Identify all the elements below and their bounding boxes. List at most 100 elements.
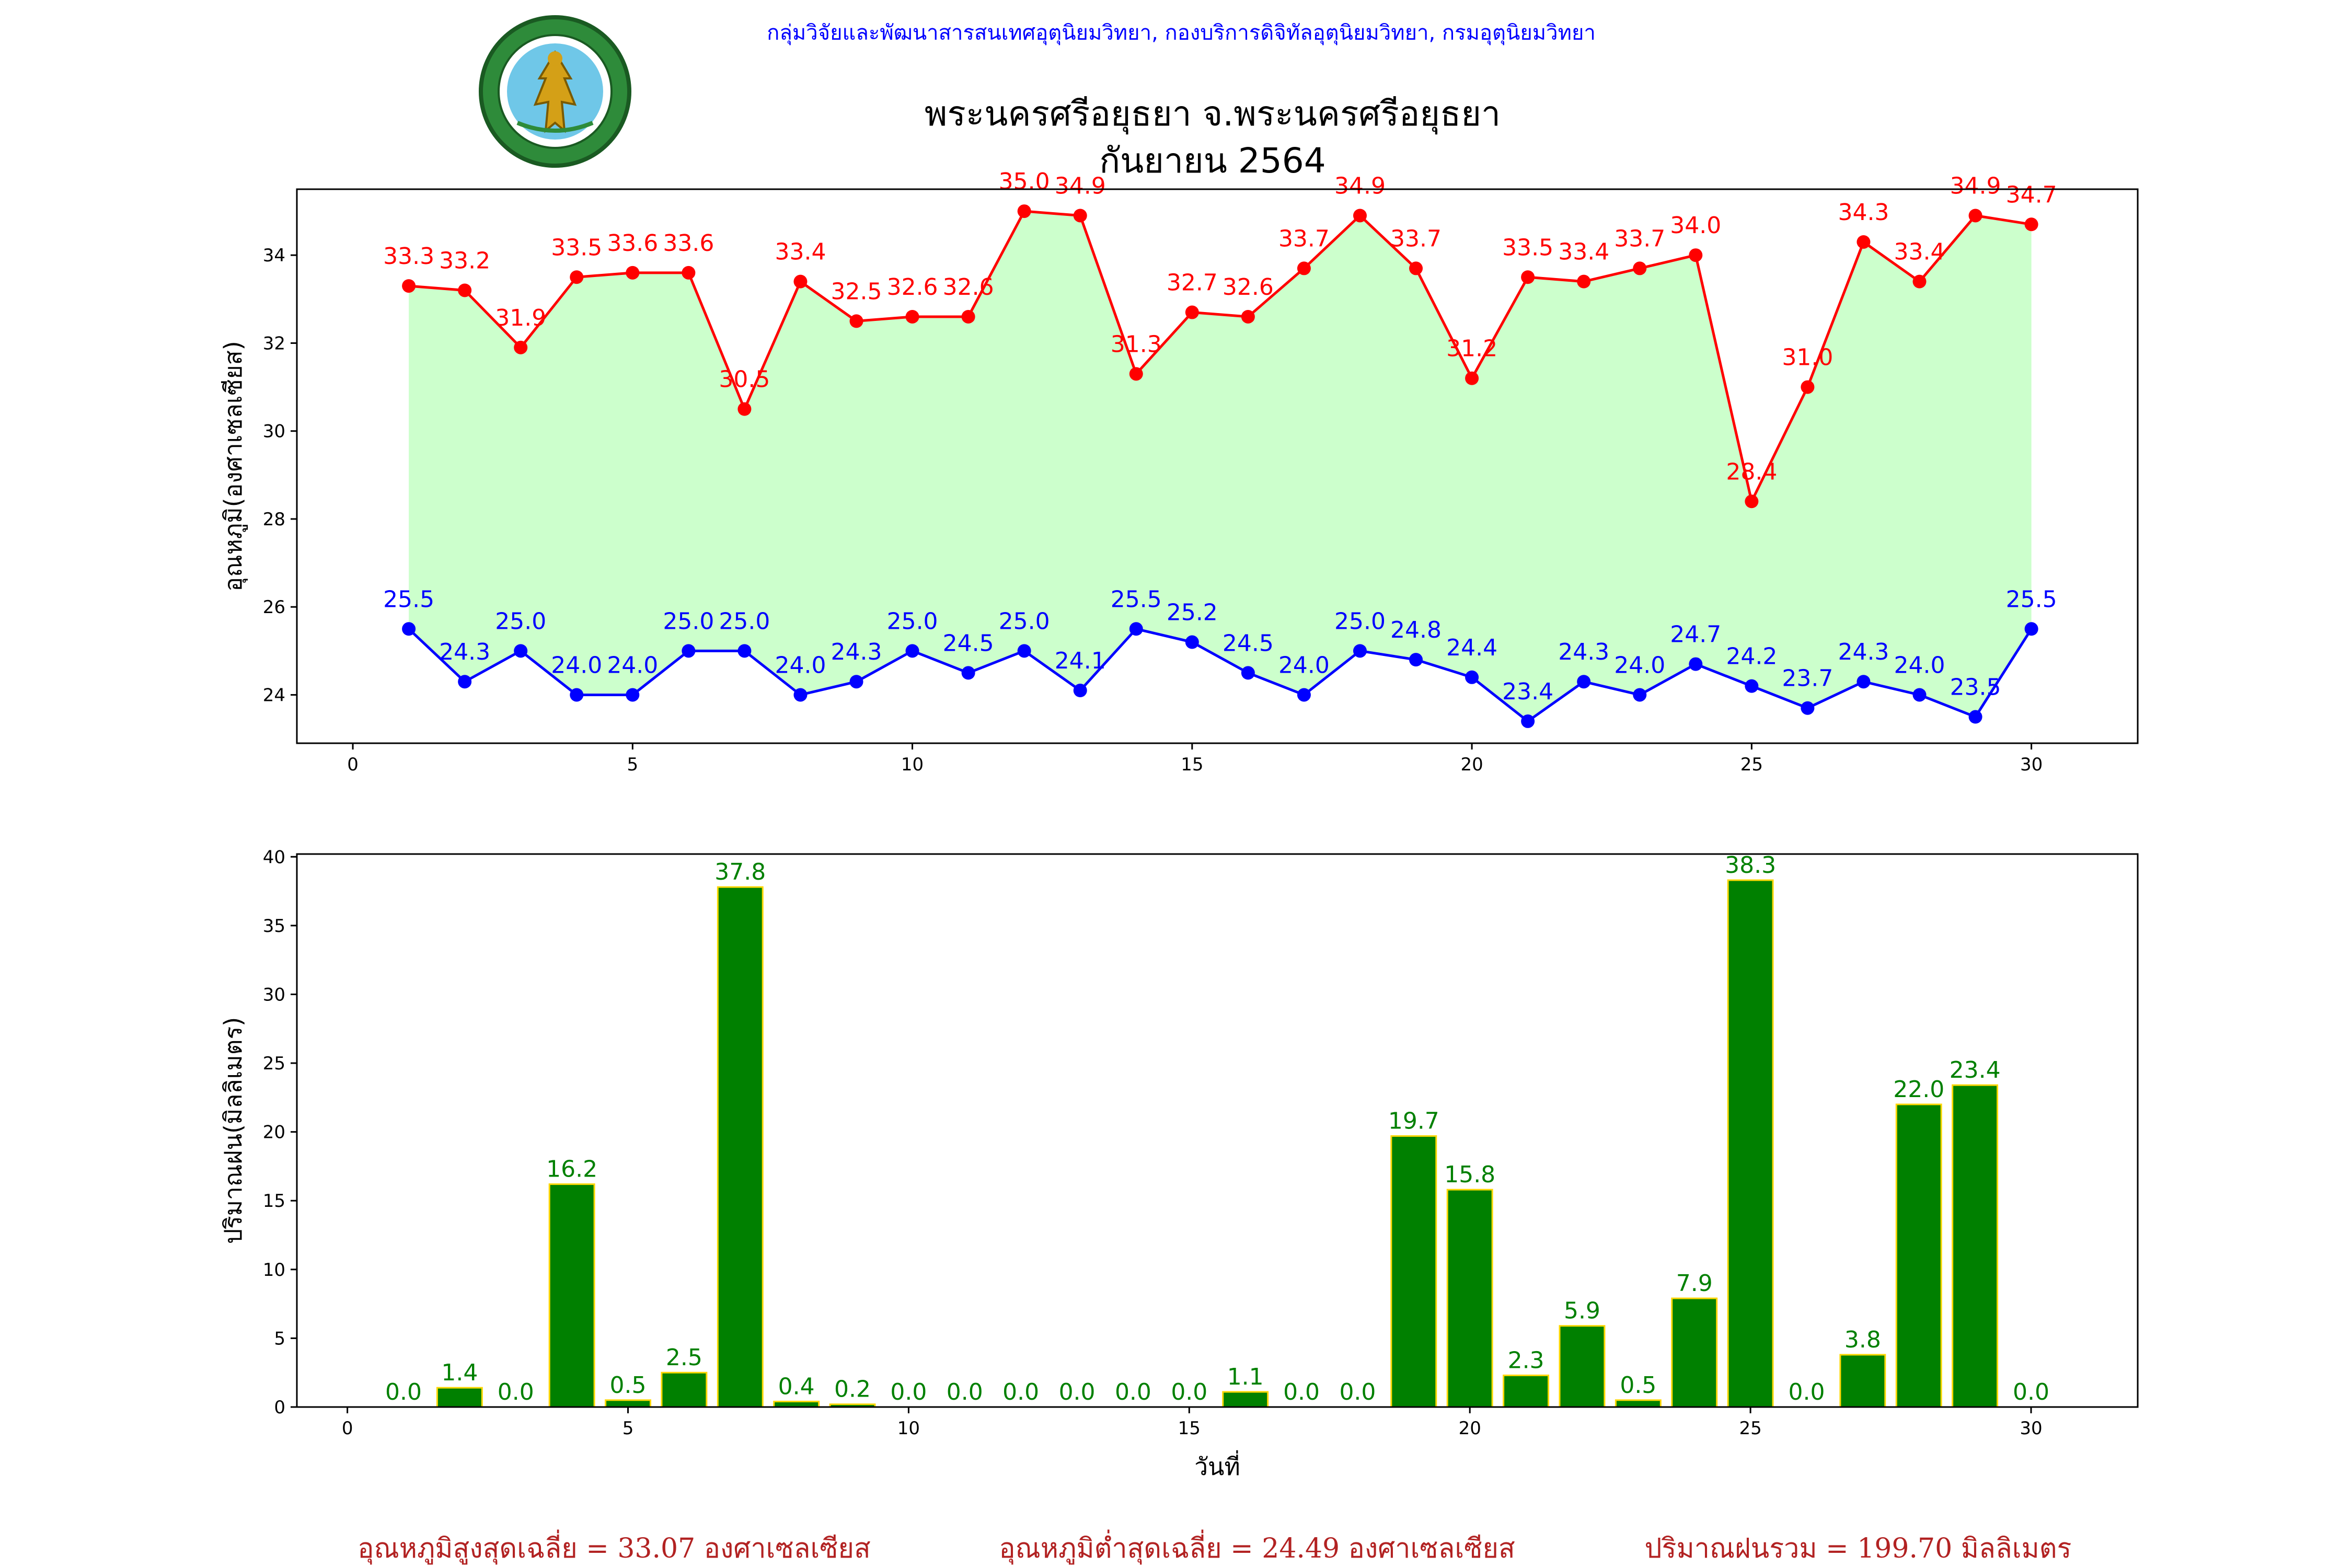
min-temperature-point <box>1633 688 1647 702</box>
max-temperature-label: 35.0 <box>999 168 1050 195</box>
rainfall-y-tick-label: 20 <box>263 1122 285 1143</box>
rainfall-y-ticks: 0 5 10 15 20 25 30 35 40 <box>263 847 297 1418</box>
min-temperature-point <box>570 688 584 702</box>
temperature-y-tick-label: 28 <box>263 509 285 530</box>
max-temperature-point <box>1409 261 1423 275</box>
rainfall-y-tick-label: 30 <box>263 984 285 1005</box>
rainfall-label: 0.2 <box>834 1376 871 1403</box>
rainfall-label: 19.7 <box>1388 1108 1439 1135</box>
rainfall-label: 5.9 <box>1564 1298 1600 1324</box>
max-temperature-label: 34.3 <box>1838 199 1889 226</box>
rainfall-x-tick-label: 10 <box>897 1418 920 1439</box>
max-temperature-label: 34.9 <box>1334 172 1386 199</box>
rainfall-label: 0.0 <box>1115 1379 1151 1405</box>
max-temperature-point <box>1073 209 1087 223</box>
max-temperature-point <box>458 283 472 297</box>
temperature-x-tick-label: 15 <box>1181 754 1203 775</box>
rainfall-label: 37.8 <box>714 859 766 885</box>
max-temperature-label: 33.3 <box>383 243 434 270</box>
min-temperature-point <box>1241 666 1255 680</box>
rainfall-label: 23.4 <box>1950 1057 2001 1083</box>
min-temperature-label: 24.3 <box>1558 639 1609 665</box>
max-temperature-label: 33.2 <box>439 247 490 274</box>
temperature-x-tick-label: 5 <box>627 754 638 775</box>
rainfall-bar <box>1671 1297 1718 1408</box>
min-temperature-point <box>514 644 528 658</box>
rainfall-x-tick-label: 30 <box>2020 1418 2042 1439</box>
rainfall-x-tick-label: 15 <box>1178 1418 1201 1439</box>
max-temperature-point <box>1353 209 1367 223</box>
min-temperature-point <box>1185 635 1199 649</box>
rainfall-y-tick-label: 40 <box>263 847 285 868</box>
max-temperature-point <box>1297 261 1311 275</box>
min-temperature-label: 24.2 <box>1726 643 1777 670</box>
rainfall-bar <box>717 886 764 1408</box>
min-temperature-label: 24.5 <box>1223 630 1274 656</box>
min-temperature-label: 25.0 <box>719 608 770 635</box>
max-temperature-point <box>682 266 696 280</box>
rainfall-y-tick-label: 0 <box>274 1397 285 1418</box>
chart-title-line1: พระนครศรีอยุธยา จ.พระนครศรีอยุธยา <box>925 94 1501 135</box>
min-temperature-point <box>1017 644 1031 658</box>
rainfall-label: 0.0 <box>1283 1379 1320 1405</box>
rainfall-label: 16.2 <box>546 1156 597 1183</box>
rainfall-y-tick-label: 10 <box>263 1260 285 1281</box>
chart-title-line2: กันยายน 2564 <box>1099 141 1326 181</box>
min-temperature-label: 23.5 <box>1950 674 2001 701</box>
rainfall-y-axis-title: ปริมาณฝน(มิลลิเมตร) <box>219 1017 247 1244</box>
min-temperature-point <box>1745 679 1759 693</box>
rainfall-bar <box>1615 1399 1662 1408</box>
min-temperature-label: 25.5 <box>1111 586 1162 613</box>
min-temperature-point <box>1297 688 1311 702</box>
rainfall-label: 38.3 <box>1725 852 1776 879</box>
min-temperature-label: 24.4 <box>1446 635 1497 661</box>
min-temperature-label: 24.0 <box>775 652 826 678</box>
max-temperature-point <box>1633 261 1647 275</box>
rainfall-label: 1.4 <box>441 1359 478 1386</box>
temperature-fill-area <box>409 211 2032 721</box>
temperature-x-tick-label: 25 <box>1740 754 1763 775</box>
min-temperature-label: 24.7 <box>1670 621 1721 648</box>
rainfall-label: 0.0 <box>1059 1379 1096 1405</box>
min-temperature-label: 24.8 <box>1390 617 1442 643</box>
min-temperature-point <box>737 644 752 658</box>
temperature-x-tick-label: 10 <box>901 754 924 775</box>
min-temperature-point <box>1073 684 1087 698</box>
rainfall-x-axis-title: วันที่ <box>1194 1450 1240 1481</box>
rainfall-label: 0.0 <box>1788 1379 1825 1405</box>
rainfall-bar <box>1446 1189 1493 1408</box>
min-temperature-label: 24.5 <box>943 630 994 656</box>
max-temperature-point <box>905 309 919 324</box>
max-temperature-point <box>1968 209 1982 223</box>
rainfall-label: 2.5 <box>666 1344 702 1371</box>
temperature-x-tick-label: 20 <box>1460 754 1483 775</box>
min-temperature-label: 25.0 <box>887 608 938 635</box>
min-temperature-point <box>1353 644 1367 658</box>
rainfall-label: 0.5 <box>610 1372 647 1399</box>
footer-total-rain: ปริมาณฝนรวม = 199.70 มิลลิเมตร <box>1645 1533 2072 1564</box>
min-temperature-point <box>905 644 919 658</box>
temperature-x-tick-label: 0 <box>347 754 359 775</box>
agency-text: กลุ่มวิจัยและพัฒนาสารสนเทศอุตุนิยมวิทยา,… <box>767 21 1596 45</box>
rainfall-label: 0.5 <box>1620 1372 1656 1399</box>
temperature-y-axis-title: อุณหภูมิ(องศาเซลเซียส) <box>219 341 248 591</box>
min-temperature-point <box>1801 701 1815 715</box>
rainfall-y-tick-label: 15 <box>263 1191 285 1212</box>
max-temperature-label: 31.9 <box>495 305 546 331</box>
temperature-y-tick-label: 30 <box>263 421 285 442</box>
rainfall-label: 0.0 <box>947 1379 983 1405</box>
max-temperature-label: 32.6 <box>1223 274 1274 301</box>
rainfall-label: 0.0 <box>1171 1379 1207 1405</box>
min-temperature-label: 25.0 <box>663 608 714 635</box>
max-temperature-label: 30.5 <box>719 366 770 393</box>
max-temperature-label: 34.9 <box>1055 172 1106 199</box>
min-temperature-label: 25.2 <box>1167 599 1218 626</box>
max-temperature-point <box>1521 270 1535 284</box>
rainfall-bar <box>1503 1374 1550 1408</box>
rainfall-plot-frame <box>296 853 2139 1408</box>
rainfall-bar <box>773 1400 820 1408</box>
temperature-y-tick-label: 32 <box>263 333 285 354</box>
max-temperature-label: 32.6 <box>943 274 994 301</box>
max-temperature-label: 34.7 <box>2006 181 2057 208</box>
rainfall-panel: 0 5 10 15 20 25 30 0 5 10 15 20 25 30 35 40 0.0 1.4 0.0 1… <box>219 847 2139 1481</box>
